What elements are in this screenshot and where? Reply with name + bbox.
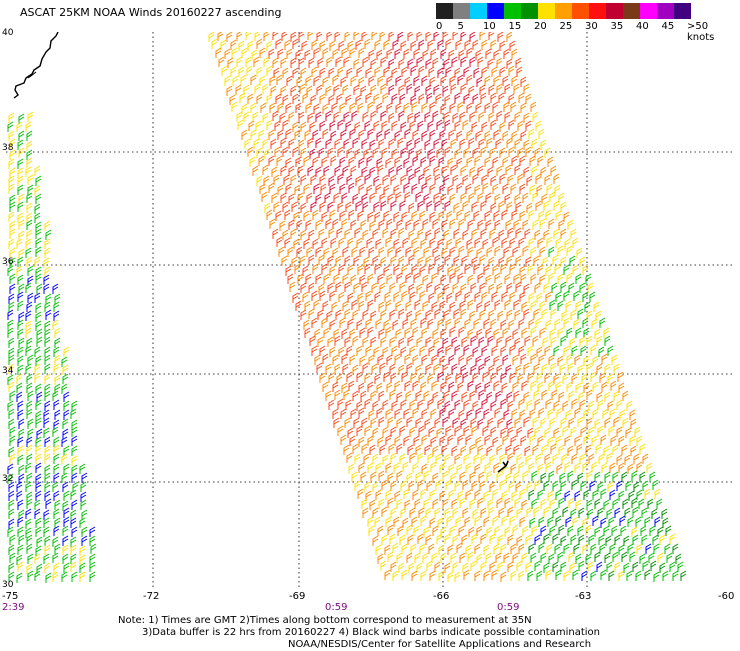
wind-barbs xyxy=(7,32,687,583)
lat-label-30: 30 xyxy=(2,580,14,590)
legend-label: 10 xyxy=(483,21,496,32)
legend-swatch xyxy=(572,3,589,19)
legend-swatch xyxy=(436,3,453,19)
legend-label: 45 xyxy=(661,21,675,32)
lon-label-75: -75 xyxy=(2,591,19,602)
note-line-3: NOAA/NESDIS/Center for Satellite Applica… xyxy=(288,639,592,650)
legend-label: >50 knots xyxy=(687,21,715,43)
note-line-1: Note: 1) Times are GMT 2)Times along bot… xyxy=(118,615,532,626)
legend-swatch xyxy=(521,3,538,19)
legend-label: 40 xyxy=(636,21,649,32)
legend-swatch xyxy=(538,3,555,19)
coastline xyxy=(13,32,59,99)
legend-label: 15 xyxy=(508,21,522,32)
legend-swatch xyxy=(470,3,487,19)
time-label-3: 0:59 xyxy=(497,602,520,613)
legend-label: 25 xyxy=(559,21,573,32)
lat-label-34: 34 xyxy=(2,366,14,376)
lon-label-63: -63 xyxy=(575,591,592,602)
legend-swatch xyxy=(555,3,572,19)
legend-swatch xyxy=(674,3,691,19)
lon-label-72: -72 xyxy=(143,591,160,602)
note-line-2: 3)Data buffer is 22 hrs from 20160227 4)… xyxy=(142,627,600,638)
legend-label: 0 xyxy=(436,21,443,32)
legend-swatch xyxy=(623,3,640,19)
time-label-1: 2:39 xyxy=(2,602,25,613)
lat-label-32: 32 xyxy=(2,474,14,484)
lon-label-66: -66 xyxy=(433,591,450,602)
legend-swatch xyxy=(640,3,657,19)
wind-map xyxy=(6,32,734,588)
legend-swatch xyxy=(606,3,623,19)
lat-label-36: 36 xyxy=(2,257,14,267)
legend-label: 5 xyxy=(457,21,464,32)
legend-swatch xyxy=(453,3,470,19)
legend-label: 20 xyxy=(534,21,547,32)
legend-label: 35 xyxy=(610,21,624,32)
lat-label-40: 40 xyxy=(2,28,14,38)
legend-swatch xyxy=(657,3,674,19)
lon-label-69: -69 xyxy=(289,591,306,602)
legend-swatch xyxy=(589,3,606,19)
lon-label-60: -60 xyxy=(718,591,735,602)
contamination-barb xyxy=(497,460,509,473)
lat-label-38: 38 xyxy=(2,143,14,153)
legend-swatch xyxy=(504,3,521,19)
time-label-2: 0:59 xyxy=(325,602,348,613)
legend-swatch xyxy=(487,3,504,19)
legend-label: 30 xyxy=(585,21,598,32)
map-title: ASCAT 25KM NOAA Winds 20160227 ascending xyxy=(20,6,282,19)
